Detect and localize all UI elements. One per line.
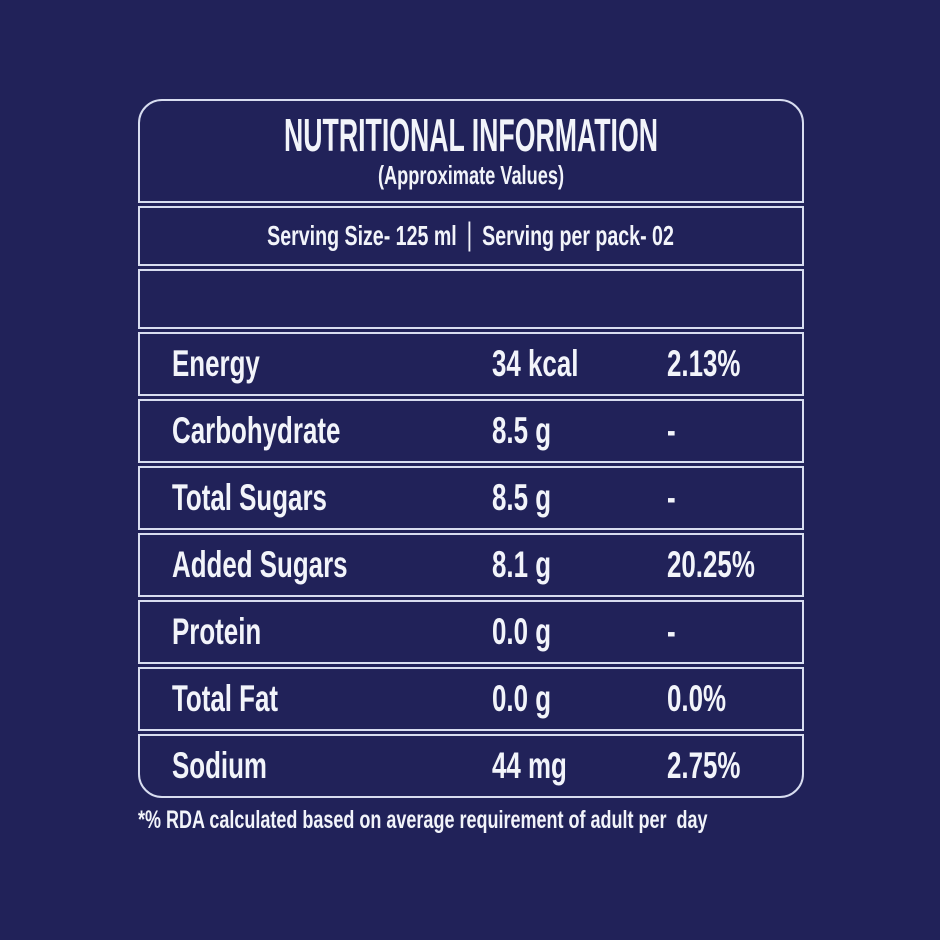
nutrient-name: Total Sugars: [172, 477, 327, 518]
nutrient-amount: 8.1 g: [492, 544, 552, 585]
nutrient-amount: 8.5 g: [492, 477, 552, 518]
panel-subtitle: (Approximate Values): [377, 160, 565, 190]
nutrient-amount: 0.0 g: [492, 678, 552, 719]
serving-section: Serving Size- 125 ml | Serving per pack-…: [138, 206, 804, 266]
nutrient-rda-percent: 20.25%: [667, 544, 755, 585]
nutrient-amount: 8.5 g: [492, 410, 552, 451]
nutrient-row-total-sugars: Total Sugars 8.5 g -: [138, 466, 804, 530]
nutrient-name: Protein: [172, 611, 262, 652]
nutrition-panel: NUTRITIONAL INFORMATION (Approximate Val…: [138, 99, 804, 798]
header-section: NUTRITIONAL INFORMATION (Approximate Val…: [138, 99, 804, 203]
nutrient-row-added-sugars: Added Sugars 8.1 g 20.25%: [138, 533, 804, 597]
nutrient-amount: 34 kcal: [492, 343, 579, 384]
nutrient-amount: 0.0 g: [492, 611, 552, 652]
nutrient-rda-percent: 0.0%: [667, 678, 727, 719]
nutrient-rda-percent: -: [667, 410, 676, 451]
column-header-row-empty: [138, 269, 804, 329]
nutrient-amount: 44 mg: [492, 745, 567, 786]
nutrient-row-protein: Protein 0.0 g -: [138, 600, 804, 664]
nutrient-row-total-fat: Total Fat 0.0 g 0.0%: [138, 667, 804, 731]
nutrient-name: Total Fat: [172, 678, 278, 719]
nutrient-rda-percent: -: [667, 477, 676, 518]
nutrient-row-sodium: Sodium 44 mg 2.75%: [138, 734, 804, 798]
panel-title: NUTRITIONAL INFORMATION: [284, 109, 658, 161]
nutrient-rda-percent: 2.75%: [667, 745, 741, 786]
nutrient-rda-percent: -: [667, 611, 676, 652]
rda-footnote: *% RDA calculated based on average requi…: [138, 806, 708, 834]
serving-separator: |: [466, 215, 473, 252]
nutrient-row-carbohydrate: Carbohydrate 8.5 g -: [138, 399, 804, 463]
nutrient-name: Carbohydrate: [172, 410, 341, 451]
serving-size-text: Serving Size- 125 ml: [267, 220, 458, 251]
nutrient-name: Added Sugars: [172, 544, 348, 585]
nutrient-rda-percent: 2.13%: [667, 343, 741, 384]
nutrient-name: Energy: [172, 343, 260, 384]
nutrient-row-energy: Energy 34 kcal 2.13%: [138, 332, 804, 396]
nutrient-name: Sodium: [172, 745, 267, 786]
serving-per-pack-text: Serving per pack- 02: [482, 220, 675, 251]
serving-line: Serving Size- 125 ml | Serving per pack-…: [267, 215, 675, 255]
